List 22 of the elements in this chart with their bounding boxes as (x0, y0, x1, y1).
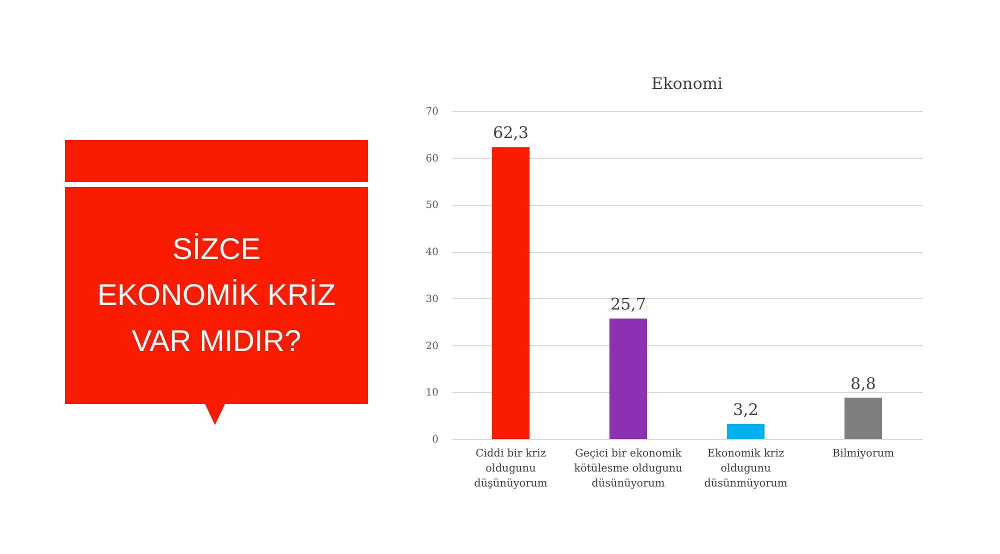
x-tick-label: Geçici bir ekonomik kötülesme oldugunu düsünüyorum (574, 448, 683, 490)
data-label: 8,8 (850, 374, 876, 393)
data-label: 62,3 (492, 123, 529, 142)
x-tick-label: Bilmiyorum (832, 448, 894, 460)
y-tick-label: 50 (426, 200, 438, 212)
bar (844, 398, 882, 439)
x-tick-label: Ciddi bir kriz oldugunu düşünüyorum (474, 448, 548, 490)
y-tick-label: 20 (426, 340, 438, 352)
x-tick-label: Ekonomik kriz oldugunu düsünmüyorum (704, 448, 788, 490)
bar (492, 147, 530, 439)
chart-title: Ekonomi (651, 74, 723, 93)
data-label: 25,7 (610, 294, 646, 314)
y-tick-label: 40 (426, 247, 438, 258)
y-tick-label: 10 (426, 388, 438, 399)
bar (609, 318, 648, 439)
bar (726, 424, 765, 439)
y-tick-label: 0 (432, 434, 438, 446)
data-label: 3,2 (733, 400, 758, 420)
y-tick-label: 30 (426, 294, 438, 305)
y-tick-label: 60 (426, 153, 438, 164)
y-tick-label: 70 (426, 106, 438, 118)
text: SİZCE EKONOMİK KRİZ VAR MIDIR? (97, 232, 336, 360)
